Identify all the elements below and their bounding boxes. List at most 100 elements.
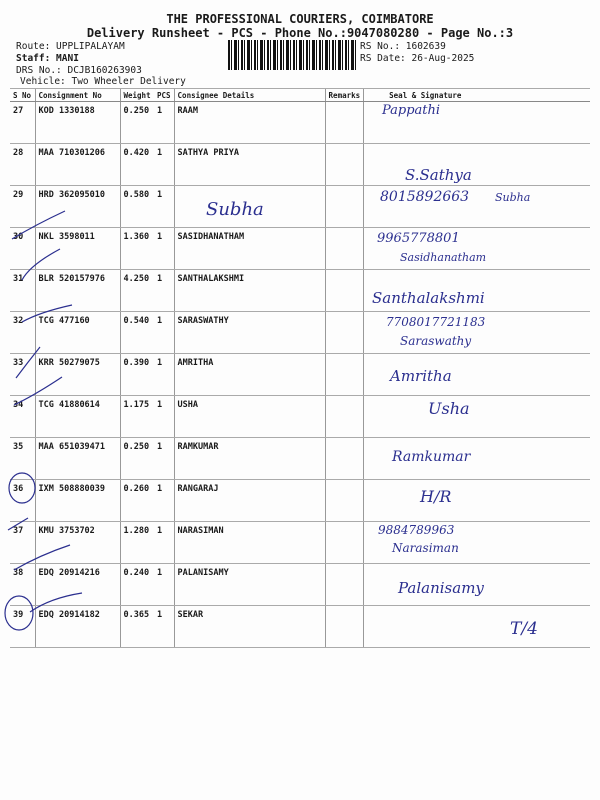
row-sno: 28 [10, 143, 35, 186]
tick-mark [21, 304, 73, 323]
row-pcs: 1 [154, 521, 175, 564]
table-row: 35 MAA 651039471 0.250 1 RAMKUMAR [10, 437, 590, 480]
row-consignee: SANTHALAKSHMI [173, 269, 326, 312]
row-pcs: 1 [154, 185, 175, 228]
route: Route: UPPLIPALAYAM [16, 41, 125, 52]
table-row: 39 EDQ 20914182 0.365 1 SEKAR [10, 605, 590, 648]
row-remarks [324, 395, 364, 438]
row-remarks [324, 227, 364, 270]
tick-mark [13, 544, 71, 571]
row-pcs: 1 [154, 395, 175, 438]
row-consignment: NKL 3598011 [34, 227, 120, 270]
row-pcs: 1 [154, 479, 175, 522]
signature: Pappathi [382, 103, 441, 118]
col-signature: Seal & Signature [363, 88, 590, 102]
signature: Santhalakshmi [372, 289, 485, 307]
vehicle: Vehicle: Two Wheeler Delivery [20, 76, 186, 87]
signature: T/4 [510, 619, 538, 639]
row-pcs: 1 [154, 437, 175, 480]
row-consignment: KMU 3753702 [34, 521, 120, 564]
table-row: 32 TCG 477160 0.540 1 SARASWATHY [10, 311, 590, 354]
signature: Ramkumar [392, 449, 471, 465]
table-row: 38 EDQ 20914216 0.240 1 PALANISAMY [10, 563, 590, 606]
drs-number: DRS No.: DCJB160263903 [16, 65, 142, 76]
row-consignee: RANGARAJ [173, 479, 326, 522]
table-row: 29 HRD 362095010 0.580 1 [10, 185, 590, 228]
row-remarks [324, 605, 364, 648]
row-remarks [324, 479, 364, 522]
row-weight: 1.280 [119, 521, 154, 564]
row-signature [363, 395, 590, 438]
row-consignee: SATHYA PRIYA [173, 143, 326, 186]
col-weight: Weight [119, 88, 154, 102]
row-sno: 30 [10, 227, 35, 270]
row-consignee [173, 185, 326, 228]
row-weight: 0.365 [119, 605, 154, 648]
row-signature [363, 605, 590, 648]
row-signature [363, 101, 590, 144]
row-weight: 0.580 [119, 185, 154, 228]
table-row: 37 KMU 3753702 1.280 1 NARASIMAN [10, 521, 590, 564]
row-remarks [324, 101, 364, 144]
table-row: 33 KRR 50279075 0.390 1 AMRITHA [10, 353, 590, 396]
row-signature [363, 143, 590, 186]
row-remarks [324, 311, 364, 354]
row-signature [363, 185, 590, 228]
row-pcs: 1 [154, 269, 175, 312]
row-weight: 0.250 [119, 437, 154, 480]
row-weight: 0.260 [119, 479, 154, 522]
row-weight: 1.360 [119, 227, 154, 270]
row-signature [363, 353, 590, 396]
row-remarks [324, 521, 364, 564]
runsheet-subtitle: Delivery Runsheet - PCS - Phone No.:9047… [86, 26, 514, 40]
row-weight: 4.250 [119, 269, 154, 312]
tick-mark [7, 517, 29, 531]
phone-note: 9884789963 [378, 523, 455, 537]
row-pcs: 1 [154, 101, 175, 144]
row-pcs: 1 [154, 311, 175, 354]
table-row: 36 IXM 508880039 0.260 1 RANGARAJ [10, 479, 590, 522]
runsheet-table: S No Consignment No Weight PCS Consignee… [10, 88, 590, 648]
row-consignment: IXM 508880039 [34, 479, 120, 522]
row-remarks [324, 143, 364, 186]
row-signature [363, 563, 590, 606]
row-signature [363, 437, 590, 480]
row-pcs: 1 [154, 143, 175, 186]
signature: S.Sathya [405, 166, 472, 184]
row-sno: 34 [10, 395, 35, 438]
row-signature [363, 269, 590, 312]
row-sno: 32 [10, 311, 35, 354]
row-weight: 0.390 [119, 353, 154, 396]
row-consignment: EDQ 20914182 [34, 605, 120, 648]
col-consignment: Consignment No [34, 88, 120, 102]
row-sno: 37 [10, 521, 35, 564]
row-consignment: BLR 520157976 [34, 269, 120, 312]
col-pcs: PCS [154, 88, 175, 102]
row-remarks [324, 437, 364, 480]
row-signature [363, 479, 590, 522]
signature: Amritha [390, 367, 452, 385]
phone-note: 9965778801 [377, 231, 460, 246]
table-row: 28 MAA 710301206 0.420 1 SATHYA PRIYA [10, 143, 590, 186]
row-consignment: TCG 477160 [34, 311, 120, 354]
row-weight: 1.175 [119, 395, 154, 438]
col-remarks: Remarks [324, 88, 364, 102]
row-sno: 38 [10, 563, 35, 606]
table-row: 31 BLR 520157976 4.250 1 SANTHALAKSHMI [10, 269, 590, 312]
row-pcs: 1 [154, 605, 175, 648]
row-consignee: RAAM [173, 101, 326, 144]
rs-date: RS Date: 26-Aug-2025 [360, 53, 475, 64]
row-pcs: 1 [154, 353, 175, 396]
tick-mark [11, 210, 66, 240]
row-consignee: SEKAR [173, 605, 326, 648]
signature: Usha [428, 399, 470, 418]
row-sno: 31 [10, 269, 35, 312]
row-pcs: 1 [154, 563, 175, 606]
row-remarks [324, 353, 364, 396]
signature: Sasidhanatham [400, 251, 487, 264]
circle-mark [8, 472, 36, 504]
row-consignment: EDQ 20914216 [34, 563, 120, 606]
signature: Palanisamy [398, 579, 484, 597]
tick-mark [21, 248, 61, 281]
